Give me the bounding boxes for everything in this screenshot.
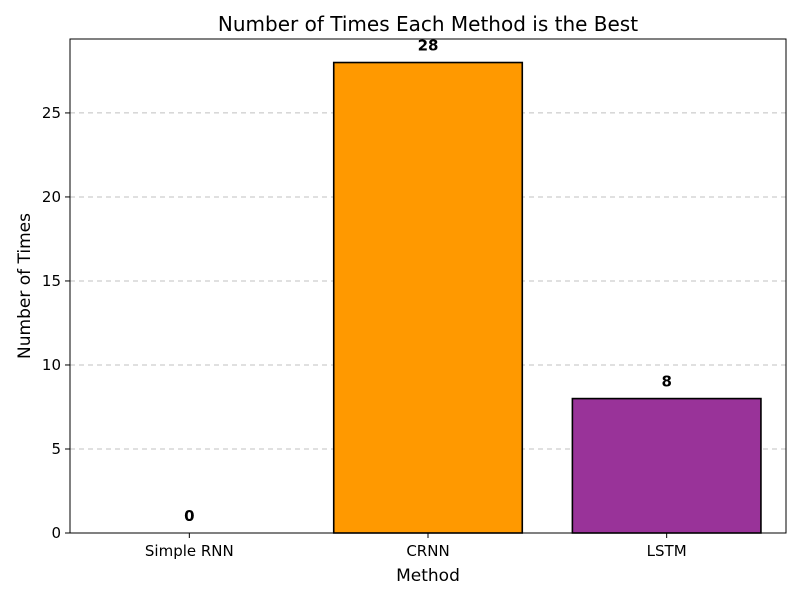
y-tick-label: 15 <box>42 272 61 290</box>
x-tick-label: Simple RNN <box>145 542 234 560</box>
x-tick-label: CRNN <box>406 542 449 560</box>
value-labels: 0 28 8 <box>184 37 672 525</box>
bar-crnn <box>332 61 524 534</box>
value-label: 0 <box>184 507 194 525</box>
y-tick-label: 10 <box>42 356 61 374</box>
x-axis-label: Method <box>396 566 460 586</box>
y-axis-label: Number of Times <box>15 213 35 359</box>
bars <box>332 61 762 534</box>
y-axis-ticks: 0 5 10 15 20 25 <box>42 104 70 542</box>
x-axis-ticks: Simple RNN CRNN LSTM <box>145 533 687 560</box>
y-tick-label: 0 <box>51 524 61 542</box>
x-tick-label: LSTM <box>647 542 687 560</box>
value-label: 8 <box>661 373 671 391</box>
value-label: 28 <box>418 37 439 55</box>
y-tick-label: 20 <box>42 188 61 206</box>
bar-lstm <box>571 397 762 534</box>
y-tick-label: 5 <box>51 440 61 458</box>
y-tick-label: 25 <box>42 104 61 122</box>
chart-title: Number of Times Each Method is the Best <box>218 12 638 36</box>
